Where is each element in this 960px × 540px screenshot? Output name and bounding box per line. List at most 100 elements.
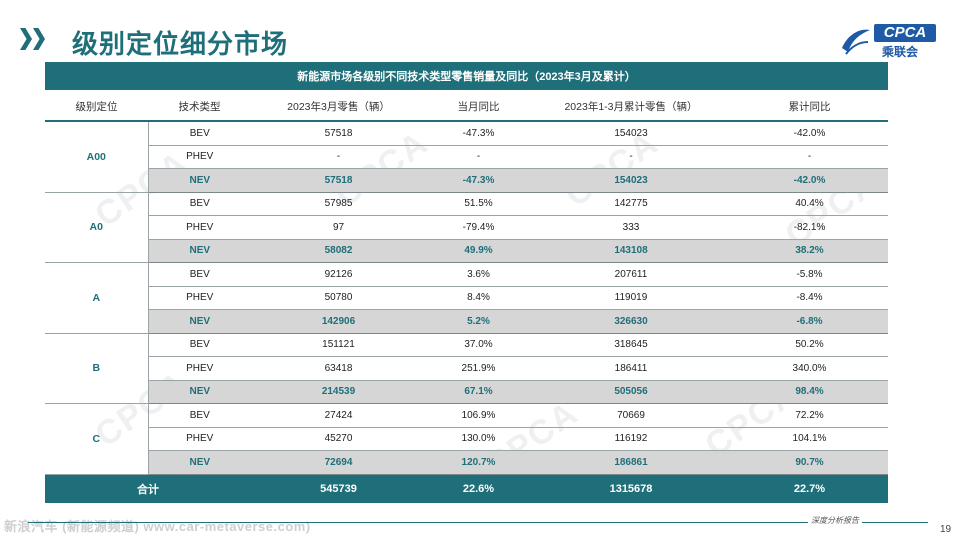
march-yoy-cell: 8.4% — [426, 286, 531, 310]
march-yoy-cell: 3.6% — [426, 262, 531, 287]
ytd-yoy-cell: -42.0% — [731, 168, 888, 193]
march-sales-cell: - — [251, 145, 426, 169]
march-yoy-cell: -79.4% — [426, 215, 531, 240]
march-sales-cell: 57518 — [251, 168, 426, 193]
table-row: NEV 214539 67.1% 505056 98.4% — [45, 380, 888, 404]
total-ytd-yoy: 22.7% — [731, 474, 888, 503]
ytd-yoy-cell: 38.2% — [731, 239, 888, 263]
ytd-sales-cell: 70669 — [531, 403, 731, 428]
ytd-yoy-cell: 340.0% — [731, 356, 888, 381]
tech-type-cell: BEV — [148, 192, 251, 216]
nev-sales-table: 新能源市场各级别不同技术类型零售销量及同比（2023年3月及累计） 级别定位 技… — [45, 62, 888, 503]
level-cell: B — [45, 333, 149, 404]
table-row: PHEV 97 -79.4% 333 -82.1% — [45, 215, 888, 240]
logo-cn-text: 乘联会 — [882, 45, 919, 59]
ytd-yoy-cell: 90.7% — [731, 450, 888, 475]
table-body: A00 BEV 57518 -47.3% 154023 -42.0% PHEV - - - - NEV… — [45, 121, 888, 475]
tech-type-cell: BEV — [148, 262, 251, 287]
march-yoy-cell: - — [426, 145, 531, 169]
tech-type-cell: PHEV — [148, 215, 251, 240]
march-sales-cell: 27424 — [251, 403, 426, 428]
ytd-sales-cell: 318645 — [531, 333, 731, 357]
table-row: PHEV - - - - — [45, 145, 888, 169]
cpca-logo: CPCA 乘联会 — [838, 22, 942, 60]
ytd-sales-cell: 186861 — [531, 450, 731, 475]
footer-tagline: 深度分析报告 — [808, 515, 862, 526]
march-yoy-cell: 5.2% — [426, 309, 531, 334]
column-header: 当月同比 — [426, 91, 531, 122]
march-sales-cell: 50780 — [251, 286, 426, 310]
level-cell: C — [45, 403, 149, 475]
march-yoy-cell: -47.3% — [426, 121, 531, 146]
march-sales-cell: 151121 — [251, 333, 426, 357]
ytd-yoy-cell: 98.4% — [731, 380, 888, 404]
tech-type-cell: BEV — [148, 403, 251, 428]
total-ytd: 1315678 — [531, 474, 731, 503]
table-row: NEV 142906 5.2% 326630 -6.8% — [45, 309, 888, 334]
column-header: 2023年3月零售（辆） — [251, 91, 426, 122]
march-sales-cell: 92126 — [251, 262, 426, 287]
ytd-sales-cell: 119019 — [531, 286, 731, 310]
logo-brand-text: CPCA — [874, 24, 936, 42]
ytd-sales-cell: 505056 — [531, 380, 731, 404]
page-title: 级别定位细分市场 — [72, 29, 289, 59]
march-yoy-cell: 106.9% — [426, 403, 531, 428]
table-row: B BEV 151121 37.0% 318645 50.2% — [45, 333, 888, 404]
chevron-decoration-icon — [20, 28, 46, 50]
table-row: NEV 57518 -47.3% 154023 -42.0% — [45, 168, 888, 193]
source-watermark: 新浪汽车 (新能源频道) www.car-metaverse.com) — [4, 519, 311, 534]
column-header: 技术类型 — [148, 91, 251, 122]
ytd-sales-cell: 186411 — [531, 356, 731, 381]
march-sales-cell: 97 — [251, 215, 426, 240]
tech-type-cell: NEV — [148, 309, 251, 334]
table-row: PHEV 45270 130.0% 116192 104.1% — [45, 427, 888, 451]
table-row: A BEV 92126 3.6% 207611 -5.8% — [45, 262, 888, 334]
tech-type-cell: PHEV — [148, 356, 251, 381]
march-yoy-cell: -47.3% — [426, 168, 531, 193]
march-sales-cell: 72694 — [251, 450, 426, 475]
logo-swoosh-icon — [842, 29, 870, 55]
march-yoy-cell: 51.5% — [426, 192, 531, 216]
march-yoy-cell: 37.0% — [426, 333, 531, 357]
tech-type-cell: NEV — [148, 380, 251, 404]
ytd-sales-cell: - — [531, 145, 731, 169]
march-yoy-cell: 130.0% — [426, 427, 531, 451]
ytd-sales-cell: 333 — [531, 215, 731, 240]
ytd-sales-cell: 142775 — [531, 192, 731, 216]
table-row: PHEV 63418 251.9% 186411 340.0% — [45, 356, 888, 381]
ytd-sales-cell: 207611 — [531, 262, 731, 287]
table-row: A0 BEV 57985 51.5% 142775 40.4% — [45, 192, 888, 263]
ytd-yoy-cell: 104.1% — [731, 427, 888, 451]
march-yoy-cell: 251.9% — [426, 356, 531, 381]
tech-type-cell: PHEV — [148, 286, 251, 310]
tech-type-cell: BEV — [148, 333, 251, 357]
ytd-sales-cell: 143108 — [531, 239, 731, 263]
total-row: 合计 545739 22.6% 1315678 22.7% — [45, 474, 888, 503]
ytd-yoy-cell: -5.8% — [731, 262, 888, 287]
table-row: A00 BEV 57518 -47.3% 154023 -42.0% — [45, 121, 888, 193]
total-march: 545739 — [251, 474, 426, 503]
march-yoy-cell: 67.1% — [426, 380, 531, 404]
ytd-yoy-cell: 40.4% — [731, 192, 888, 216]
march-sales-cell: 214539 — [251, 380, 426, 404]
march-yoy-cell: 49.9% — [426, 239, 531, 263]
ytd-yoy-cell: -82.1% — [731, 215, 888, 240]
total-mom-yoy: 22.6% — [426, 474, 531, 503]
march-sales-cell: 57518 — [251, 121, 426, 146]
column-header: 累计同比 — [731, 91, 888, 122]
march-sales-cell: 142906 — [251, 309, 426, 334]
level-cell: A0 — [45, 192, 149, 263]
march-sales-cell: 57985 — [251, 192, 426, 216]
ytd-yoy-cell: -8.4% — [731, 286, 888, 310]
page-number: 19 — [940, 524, 952, 535]
ytd-yoy-cell: -6.8% — [731, 309, 888, 334]
sales-table: 新能源市场各级别不同技术类型零售销量及同比（2023年3月及累计） 级别定位 技… — [45, 62, 888, 503]
slide-header: 级别定位细分市场 CPCA 乘联会 — [0, 0, 960, 60]
table-row: NEV 72694 120.7% 186861 90.7% — [45, 450, 888, 475]
table-header-row: 级别定位 技术类型 2023年3月零售（辆） 当月同比 2023年1-3月累计零… — [45, 91, 888, 122]
table-caption: 新能源市场各级别不同技术类型零售销量及同比（2023年3月及累计） — [45, 62, 888, 92]
tech-type-cell: PHEV — [148, 145, 251, 169]
ytd-sales-cell: 326630 — [531, 309, 731, 334]
ytd-yoy-cell: - — [731, 145, 888, 169]
table-row: C BEV 27424 106.9% 70669 72.2% — [45, 403, 888, 475]
